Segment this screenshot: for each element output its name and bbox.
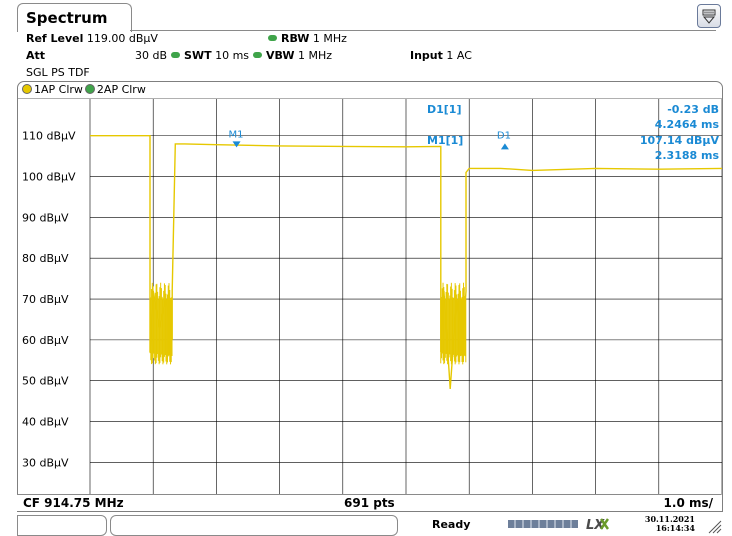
m1-name: M1[1]	[427, 134, 464, 147]
rbw-indicator-icon	[268, 35, 277, 41]
trace-plot[interactable]: 110 dBµV 100 dBµV 90 dBµV 80 dBµV 70 dBµV 60 …	[18, 99, 722, 495]
m1-level: 107.14 dBµV	[639, 134, 719, 147]
resize-grip-icon[interactable]	[703, 516, 723, 534]
y-tick-label: 70 dBµV	[22, 293, 69, 306]
ref-level-label: Ref Level	[26, 32, 84, 45]
ref-level-row: Ref Level 119.00 dBµV	[26, 32, 158, 45]
lxi-logo-icon: LX	[586, 518, 609, 532]
y-tick-label: 30 dBµV	[22, 456, 69, 469]
tab-title: Spectrum	[26, 9, 108, 27]
trace1-label[interactable]: 1AP Clrw	[34, 83, 83, 96]
swt-indicator-icon	[171, 52, 181, 58]
y-tick-label: 50 dBµV	[22, 375, 69, 388]
rbw-row: RBW 1 MHz	[264, 32, 347, 45]
y-tick-label: 80 dBµV	[22, 252, 69, 265]
att-row: 30 dB SWT 10 ms VBW 1 MHz	[135, 49, 332, 62]
status-ready: Ready	[432, 518, 471, 531]
status-message-field	[110, 515, 398, 536]
vbw-label: VBW	[266, 49, 295, 62]
keyboard-menu-icon	[702, 9, 716, 24]
sweep-points[interactable]: 691 pts	[344, 496, 395, 510]
input-row: Input 1 AC	[410, 49, 472, 62]
att-label-wrap: Att	[26, 49, 45, 62]
trace1-dot-icon	[22, 84, 32, 94]
swt-value: 10 ms	[215, 49, 250, 62]
d1-level: -0.23 dB	[667, 103, 719, 116]
tab-spectrum[interactable]: Spectrum	[17, 3, 132, 32]
input-value: 1 AC	[446, 49, 472, 62]
rbw-label: RBW	[281, 32, 310, 45]
marker-m1-label: M1	[229, 129, 244, 140]
rbw-value: 1 MHz	[312, 32, 347, 45]
vbw-indicator-icon	[253, 52, 263, 58]
att-label: Att	[26, 49, 46, 62]
progress-bar	[508, 520, 578, 528]
tab-divider	[130, 30, 716, 31]
status-bar: Ready LX 30.11.2021 16:14:34	[0, 512, 732, 536]
status-time: 16:14:34	[655, 523, 695, 533]
axis-info-bar: CF 914.75 MHz 691 pts 1.0 ms/	[17, 494, 721, 511]
center-frequency[interactable]: CF 914.75 MHz	[23, 496, 124, 510]
y-tick-label: 110 dBµV	[22, 130, 76, 143]
sweep-mode: SGL PS TDF	[26, 66, 90, 79]
time-per-division[interactable]: 1.0 ms/	[663, 496, 713, 510]
ref-level-value: 119.00 dBµV	[86, 32, 158, 45]
marker-m1-triangle	[232, 141, 241, 148]
status-field-left[interactable]	[17, 515, 107, 536]
date-time: 30.11.2021 16:14:34	[640, 515, 695, 533]
y-tick-label: 40 dBµV	[22, 416, 69, 429]
trace-header: 1AP Clrw 2AP Clrw	[18, 82, 722, 99]
y-tick-label: 100 dBµV	[22, 171, 76, 184]
m1-time: 2.3188 ms	[654, 149, 719, 162]
spectrum-diagram[interactable]: 1AP Clrw 2AP Clrw 110 dBµV 100 dBµV 90 dBµV…	[17, 81, 723, 512]
d1-name: D1[1]	[427, 103, 462, 116]
trace2-label[interactable]: 2AP Clrw	[96, 83, 146, 96]
vbw-value: 1 MHz	[297, 49, 333, 62]
d1-time: 4.2464 ms	[654, 118, 719, 131]
status-date: 30.11.2021	[644, 514, 695, 524]
menu-button[interactable]	[697, 4, 721, 28]
att-value: 30 dB	[135, 49, 168, 62]
swt-label: SWT	[184, 49, 212, 62]
y-tick-label: 90 dBµV	[22, 211, 69, 224]
marker-d1-triangle	[500, 143, 509, 150]
trace2-dot-icon	[84, 84, 95, 94]
y-tick-label: 60 dBµV	[22, 334, 69, 347]
input-label: Input	[410, 49, 443, 62]
marker-d1-label: D1	[497, 130, 511, 141]
